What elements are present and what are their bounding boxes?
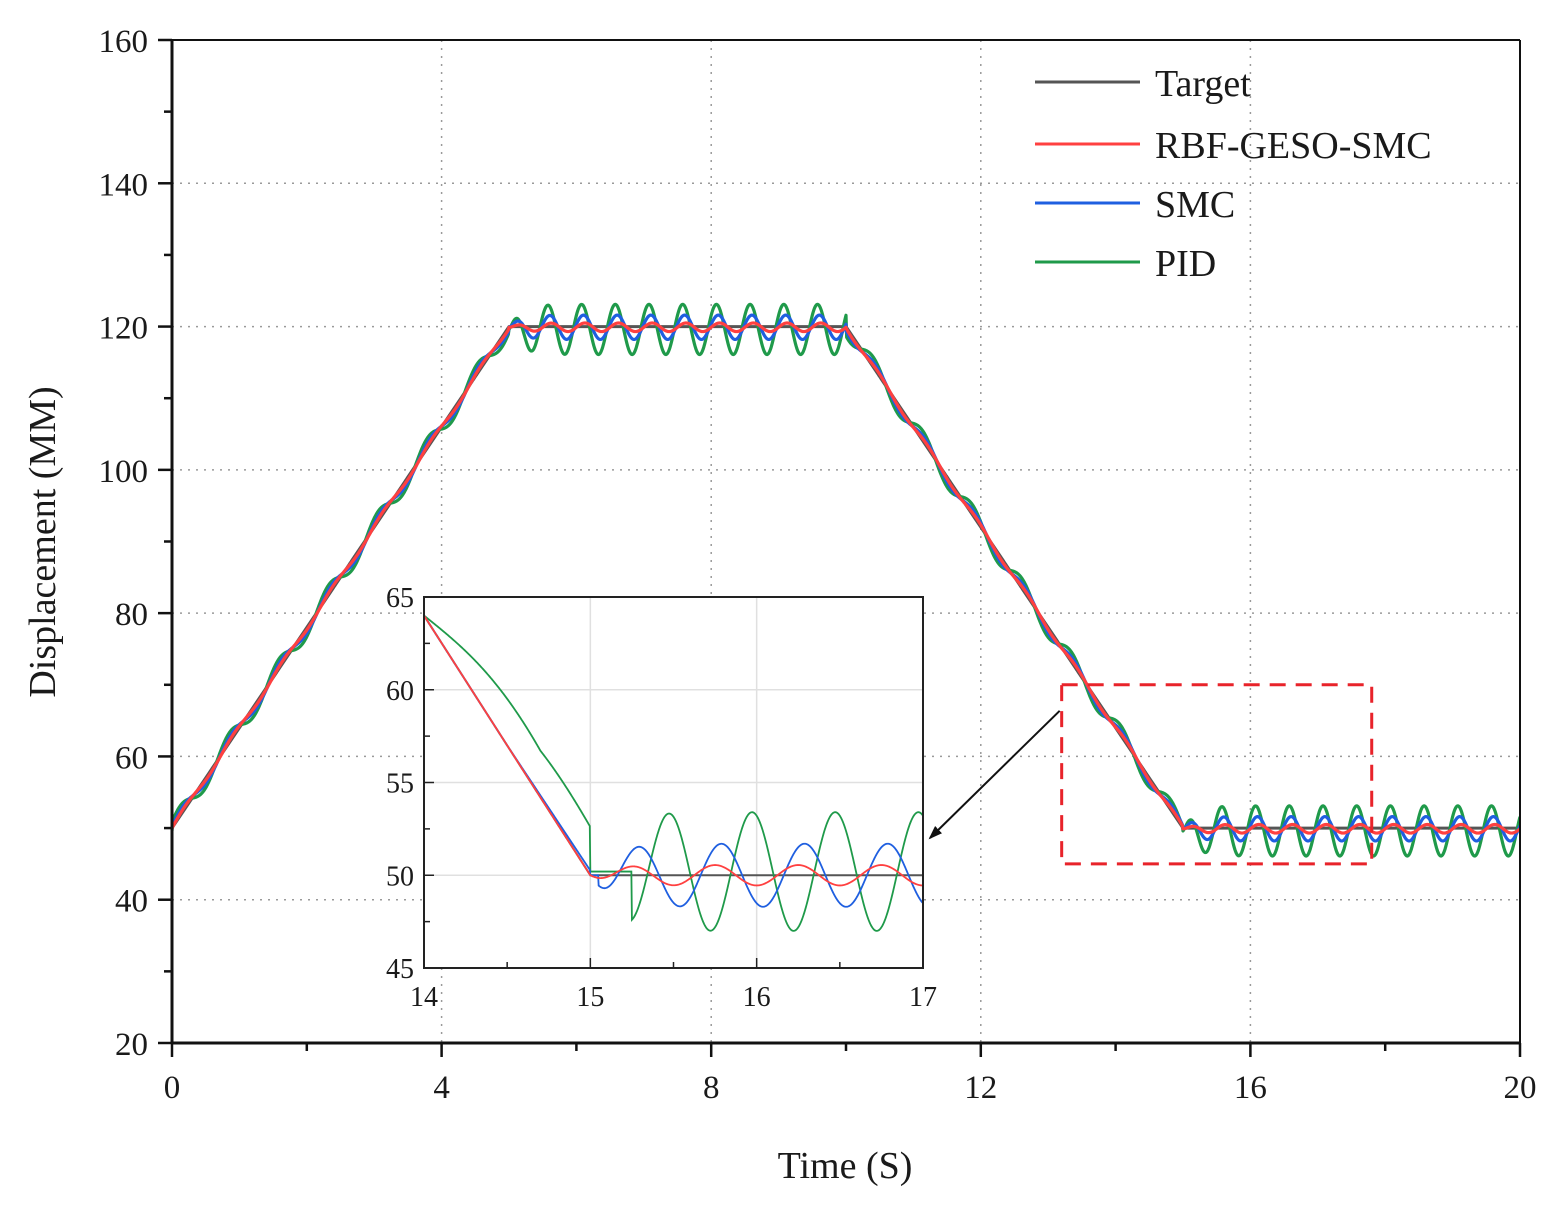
series-line-rbf-geso-smc: [172, 321, 1520, 835]
inset-y-tick-label: 50: [386, 861, 414, 892]
inset-series-line-rbf-geso-smc: [424, 615, 923, 887]
y-tick-label: 40: [115, 884, 148, 920]
legend-label-target: Target: [1155, 63, 1251, 105]
y-axis-label: Displacement (MM): [22, 386, 64, 697]
x-tick-label: 4: [433, 1070, 450, 1106]
inset-x-tick-label: 15: [576, 982, 604, 1013]
inset-y-tick-label: 65: [386, 583, 414, 614]
highlight-annotation: [928, 683, 1374, 866]
inset-y-tick-label: 45: [386, 954, 414, 985]
x-tick-label: 0: [164, 1070, 181, 1106]
inset-x-tick-label: 16: [743, 982, 771, 1013]
inset-series-line-pid: [424, 614, 923, 932]
y-tick-label: 60: [115, 740, 148, 776]
main-series-group: [172, 302, 1520, 858]
main-axes: [158, 38, 1522, 1057]
highlight-box: [1060, 683, 1374, 866]
inset-y-tick-label: 55: [386, 769, 414, 800]
legend-label-pid: PID: [1155, 243, 1216, 285]
legend: Target RBF-GESO-SMC SMC PID: [1035, 63, 1432, 285]
inset-zoom-panel: 14 15 16 17 45 50 55 60 65: [386, 583, 937, 1013]
legend-label-rbf-geso-smc: RBF-GESO-SMC: [1155, 125, 1432, 167]
y-tick-label: 140: [99, 167, 149, 203]
legend-label-smc: SMC: [1155, 184, 1235, 226]
y-tick-label: 160: [99, 24, 149, 60]
y-tick-label: 80: [115, 597, 148, 633]
y-tick-label: 120: [99, 311, 149, 347]
y-tick-label: 20: [115, 1027, 148, 1063]
main-tick-labels: 0 4 8 12 16 20 20 40 60 80 100 120 140 160: [99, 24, 1537, 1106]
inset-axes: [423, 596, 924, 969]
inset-y-tick-label: 60: [386, 676, 414, 707]
x-tick-label: 16: [1234, 1070, 1267, 1106]
zoom-arrow: [928, 710, 1061, 840]
inset-tick-labels: 14 15 16 17 45 50 55 60 65: [386, 583, 937, 1013]
y-tick-label: 100: [99, 454, 149, 490]
x-axis-label: Time (S): [778, 1145, 913, 1187]
inset-x-tick-label: 14: [410, 982, 438, 1013]
x-tick-label: 8: [703, 1070, 720, 1106]
x-tick-label: 20: [1504, 1070, 1537, 1106]
inset-series-group: [424, 614, 923, 932]
x-tick-label: 12: [964, 1070, 997, 1106]
inset-x-tick-label: 17: [909, 982, 937, 1013]
